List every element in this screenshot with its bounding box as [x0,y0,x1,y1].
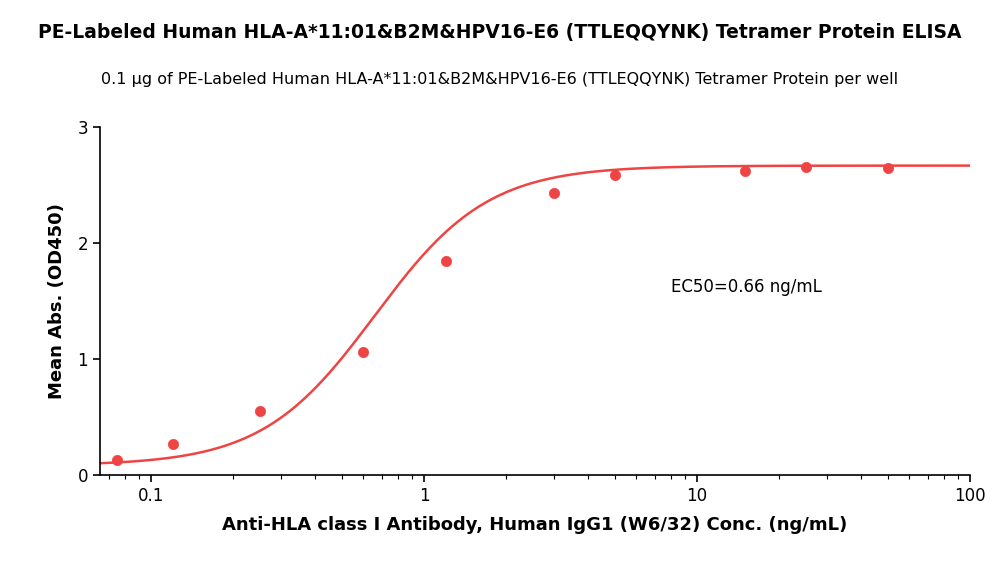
Point [252,406,268,416]
Point [355,347,371,357]
Point [165,439,181,448]
Text: EC50=0.66 ng/mL: EC50=0.66 ng/mL [671,278,821,296]
Point [438,256,454,265]
X-axis label: Anti-HLA class I Antibody, Human IgG1 (W6/32) Conc. (ng/mL): Anti-HLA class I Antibody, Human IgG1 (W… [222,516,848,534]
Text: 0.1 μg of PE-Labeled Human HLA-A*11:01&B2M&HPV16-E6 (TTLEQQYNK) Tetramer Protein: 0.1 μg of PE-Labeled Human HLA-A*11:01&B… [101,72,899,87]
Point [798,162,814,171]
Point [546,189,562,198]
Point [737,167,753,176]
Text: PE-Labeled Human HLA-A*11:01&B2M&HPV16-E6 (TTLEQQYNK) Tetramer Protein ELISA: PE-Labeled Human HLA-A*11:01&B2M&HPV16-E… [38,23,962,42]
Point [880,163,896,173]
Point [607,170,623,179]
Point [109,455,125,464]
Y-axis label: Mean Abs. (OD450): Mean Abs. (OD450) [48,203,66,399]
